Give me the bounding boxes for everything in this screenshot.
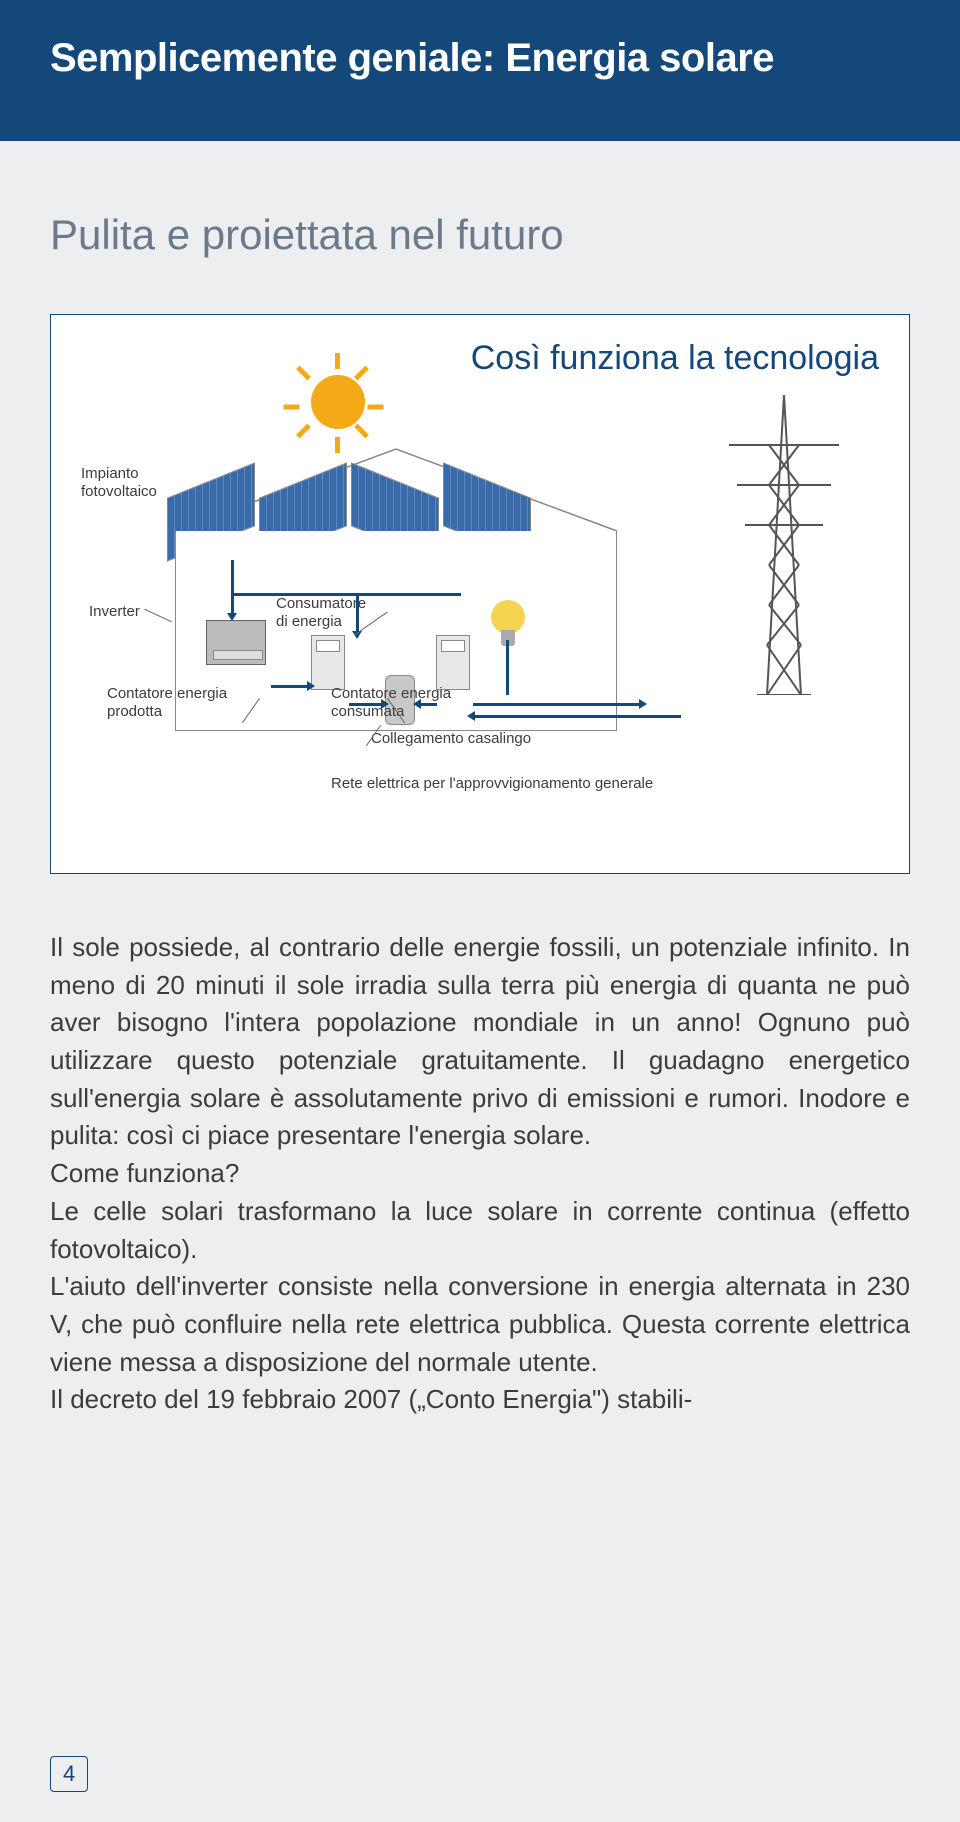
- page: Semplicemente geniale: Energia solare Pu…: [0, 0, 960, 1822]
- diagram-label-collegamento: Collegamento casalingo: [371, 730, 541, 748]
- page-title: Semplicemente geniale: Energia solare: [50, 36, 910, 81]
- paragraph: Le celle solari trasformano la luce sola…: [50, 1193, 910, 1268]
- flow-arrow-icon: [271, 685, 309, 688]
- flow-arrow-icon: [473, 703, 641, 706]
- label-connector-line: [144, 609, 172, 623]
- diagram-label-contatore-prodotta: Contatore energia prodotta: [107, 685, 237, 721]
- paragraph: L'aiuto dell'inverter consiste nella con…: [50, 1268, 910, 1381]
- header-band: Semplicemente geniale: Energia solare: [0, 0, 960, 141]
- flow-arrow-icon: [506, 640, 509, 695]
- paragraph: Come funziona?: [50, 1155, 910, 1193]
- diagram-label-consumatore: Consumatore di energia: [276, 595, 376, 631]
- diagram-label-rete: Rete elettrica per l'approvvigionamento …: [331, 775, 653, 793]
- production-meter-icon: [311, 635, 345, 690]
- inverter-icon: [206, 620, 266, 665]
- paragraph: Il sole possiede, al contrario delle ene…: [50, 929, 910, 1155]
- body-text: Il sole possiede, al contrario delle ene…: [50, 929, 910, 1419]
- power-pylon-icon: [719, 395, 849, 695]
- subtitle: Pulita e proiettata nel futuro: [50, 211, 910, 259]
- sun-icon: [311, 375, 365, 429]
- technology-diagram: Così funziona la tecnologia: [50, 314, 910, 874]
- lightbulb-icon: [491, 600, 525, 634]
- diagram-label-inverter: Inverter: [89, 603, 140, 621]
- content-area: Pulita e proiettata nel futuro Così funz…: [0, 141, 960, 1469]
- diagram-label-impianto: Impianto fotovoltaico: [81, 465, 166, 501]
- diagram-label-contatore-consumata: Contatore energia consumata: [331, 685, 461, 721]
- consumption-meter-icon: [436, 635, 470, 690]
- flow-arrow-icon: [473, 715, 681, 718]
- page-number: 4: [50, 1756, 88, 1792]
- diagram-title: Così funziona la tecnologia: [471, 339, 879, 378]
- paragraph: Il decreto del 19 febbraio 2007 („Conto …: [50, 1381, 910, 1419]
- flow-arrow-icon: [231, 560, 234, 615]
